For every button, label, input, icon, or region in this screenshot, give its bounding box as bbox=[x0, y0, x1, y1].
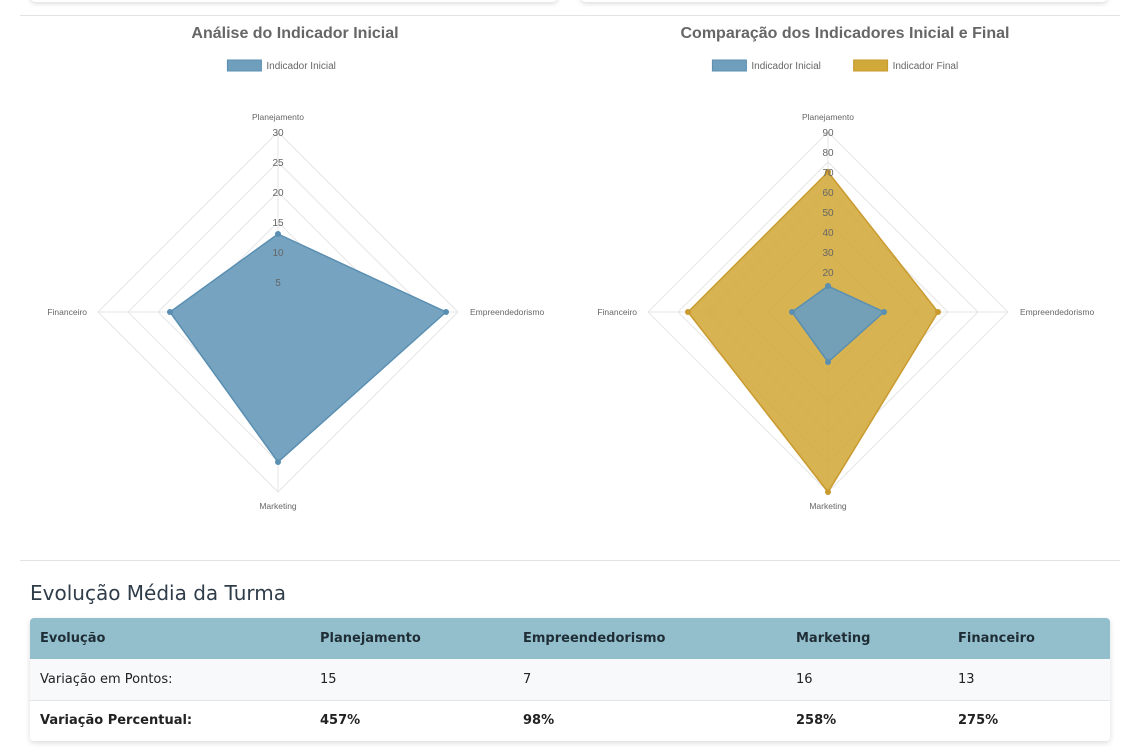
category-label: Financeiro bbox=[47, 307, 87, 317]
data-point bbox=[443, 309, 449, 315]
tick-label: 60 bbox=[822, 188, 834, 199]
category-label: Empreendedorismo bbox=[1020, 307, 1094, 317]
series-area bbox=[168, 233, 448, 464]
tick-label: 30 bbox=[272, 128, 284, 139]
top-card-left bbox=[30, 0, 558, 2]
category-label: Planejamento bbox=[252, 112, 304, 122]
table-header-row: Evolução Planejamento Empreendedorismo M… bbox=[30, 618, 1110, 659]
table-cell: 7 bbox=[523, 671, 532, 687]
tick-label: 80 bbox=[822, 148, 834, 159]
table-cell: 15 bbox=[320, 671, 337, 687]
legend-swatch bbox=[226, 59, 262, 72]
header-cell-planejamento: Planejamento bbox=[320, 631, 421, 646]
legend-label: Indicador Inicial bbox=[266, 61, 335, 72]
top-card-right bbox=[580, 0, 1108, 2]
chart-title: Análise do Indicador Inicial bbox=[191, 25, 398, 42]
table-cell: 16 bbox=[796, 671, 813, 687]
chart-comparison-panel: Comparação dos Indicadores Inicial e Fin… bbox=[570, 16, 1100, 546]
data-point bbox=[275, 459, 281, 465]
tick-label: 20 bbox=[822, 268, 834, 279]
table-cell: 275% bbox=[958, 713, 999, 729]
data-point bbox=[825, 169, 831, 175]
header-cell-marketing: Marketing bbox=[796, 631, 871, 646]
data-point bbox=[275, 231, 281, 237]
legend-swatch bbox=[853, 59, 889, 72]
data-point bbox=[685, 309, 691, 315]
table-row: Variação Percentual: 457% 98% 258% 275% bbox=[30, 700, 1110, 741]
divider-bottom bbox=[20, 560, 1120, 561]
evolution-table: Evolução Planejamento Empreendedorismo M… bbox=[30, 618, 1110, 741]
tick-label: 10 bbox=[272, 248, 284, 259]
header-cell-financeiro: Financeiro bbox=[958, 631, 1035, 646]
data-point bbox=[935, 309, 941, 315]
category-label: Marketing bbox=[259, 501, 297, 511]
table-cell: 13 bbox=[958, 671, 975, 687]
legend-swatch bbox=[711, 59, 747, 72]
category-label: Financeiro bbox=[597, 307, 637, 317]
radar-chart-comparison: Comparação dos Indicadores Inicial e Fin… bbox=[597, 25, 1094, 511]
header-cell-evolucao: Evolução bbox=[40, 631, 106, 646]
row-label: Variação em Pontos: bbox=[40, 671, 173, 687]
chart-initial-panel: Análise do Indicador Inicial Indicador In… bbox=[20, 16, 550, 546]
row-label: Variação Percentual: bbox=[40, 713, 193, 729]
legend-label: Indicador Final bbox=[893, 61, 959, 72]
tick-label: 15 bbox=[272, 218, 284, 229]
tick-label: 30 bbox=[822, 248, 834, 259]
tick-label: 25 bbox=[272, 158, 284, 169]
radar-chart-initial: Análise do Indicador Inicial Indicador In… bbox=[47, 25, 544, 511]
tick-label: 5 bbox=[275, 278, 281, 289]
legend-label: Indicador Inicial bbox=[751, 61, 820, 72]
data-point bbox=[825, 359, 831, 365]
tick-label: 40 bbox=[822, 228, 834, 239]
category-label: Empreendedorismo bbox=[470, 307, 544, 317]
tick-label: 70 bbox=[822, 168, 834, 179]
data-point bbox=[825, 489, 831, 495]
table-cell: 457% bbox=[320, 713, 361, 729]
evolution-table-card: Evolução Planejamento Empreendedorismo M… bbox=[30, 618, 1110, 741]
table-row: Variação em Pontos: 15 7 16 13 bbox=[30, 659, 1110, 700]
data-point bbox=[167, 309, 173, 315]
category-label: Marketing bbox=[809, 501, 847, 511]
header-cell-empreendedorismo: Empreendedorismo bbox=[523, 631, 666, 646]
tick-label: 20 bbox=[272, 188, 284, 199]
category-label: Planejamento bbox=[802, 112, 854, 122]
chart-title: Comparação dos Indicadores Inicial e Fin… bbox=[681, 25, 1010, 42]
data-point bbox=[789, 309, 795, 315]
divider-top bbox=[20, 15, 1120, 16]
tick-label: 90 bbox=[822, 128, 834, 139]
tick-label: 50 bbox=[822, 208, 834, 219]
table-cell: 258% bbox=[796, 713, 837, 729]
section-title: Evolução Média da Turma bbox=[30, 581, 286, 605]
data-point bbox=[825, 283, 831, 289]
table-cell: 98% bbox=[523, 713, 555, 729]
data-point bbox=[881, 309, 887, 315]
